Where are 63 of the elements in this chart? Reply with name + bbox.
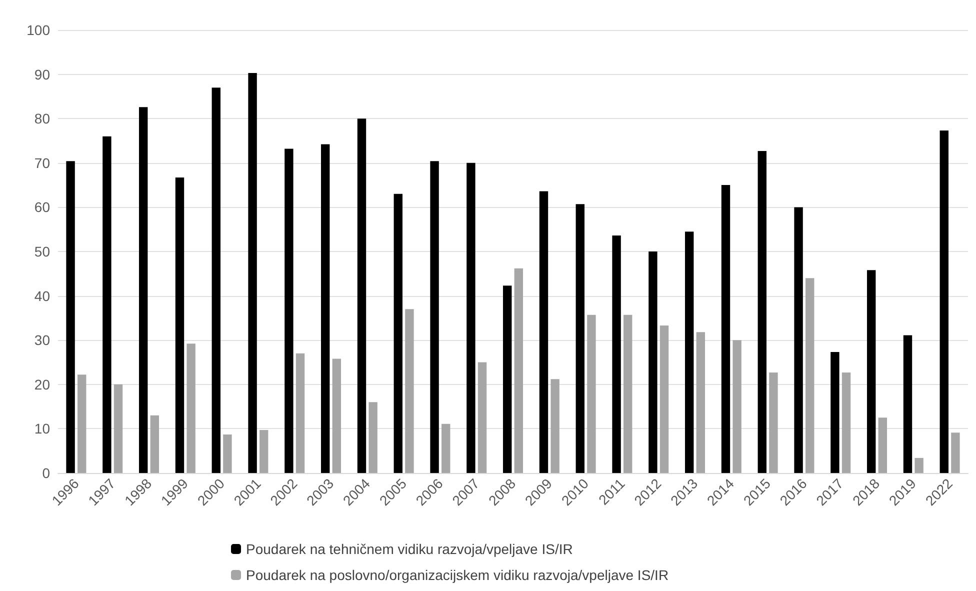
bar: [758, 150, 766, 473]
bar: [102, 136, 112, 473]
bar: [842, 372, 851, 473]
y-tick-label: 50: [34, 244, 50, 260]
bar: [648, 252, 658, 473]
y-tick-label: 0: [42, 465, 50, 481]
bar: [684, 232, 694, 473]
bar: [660, 325, 669, 473]
bar: [260, 430, 268, 473]
bar: [940, 130, 948, 473]
bar: [624, 314, 632, 473]
bar: [150, 415, 160, 473]
bar: [320, 144, 330, 473]
bar: [442, 424, 450, 473]
bar: [332, 358, 342, 473]
bar: [78, 374, 86, 473]
bar: [430, 161, 439, 473]
bar: [794, 207, 803, 473]
bar: [696, 332, 706, 473]
bar: [721, 185, 730, 473]
bar: [284, 148, 294, 473]
bar: [539, 191, 548, 473]
y-tick-label: 80: [34, 110, 50, 127]
bar: [866, 270, 876, 473]
bar: [478, 362, 487, 473]
y-tick-label: 10: [34, 420, 50, 437]
y-tick-label: 20: [34, 376, 50, 392]
bar: [914, 458, 924, 473]
bar: [223, 434, 232, 473]
bar: [368, 402, 378, 473]
bar: [66, 161, 75, 473]
bar: [466, 162, 476, 473]
bar: [903, 335, 912, 473]
legend-label: Poudarek na poslovno/organizacijskem vidiku razvoja/vpeljave IS/IR: [246, 567, 669, 583]
bar: [514, 268, 524, 473]
bar: [212, 88, 220, 473]
y-tick-label: 40: [34, 288, 50, 304]
bar: [357, 118, 366, 473]
bar: [186, 344, 196, 473]
bar: [138, 107, 148, 473]
bar: [878, 418, 888, 473]
y-tick-label: 30: [34, 332, 50, 348]
bar: [806, 278, 814, 473]
bar: [296, 353, 305, 473]
bar: [587, 314, 596, 473]
bar: [576, 204, 584, 473]
bar: [248, 72, 257, 473]
y-tick-label: 60: [34, 199, 50, 216]
y-tick-label: 100: [26, 22, 50, 38]
bar: [769, 372, 778, 473]
bar: [405, 309, 414, 473]
y-tick-label: 70: [34, 154, 50, 171]
bar: [175, 178, 184, 473]
bar: [502, 286, 512, 473]
bar: [830, 352, 840, 473]
bar: [612, 236, 621, 473]
bar: [394, 194, 402, 473]
y-tick-label: 90: [34, 66, 50, 82]
bar: [732, 340, 742, 473]
legend-label: Poudarek na tehničnem vidiku razvoja/vpeljave IS/IR: [246, 541, 573, 557]
bar: [550, 379, 560, 473]
bar: [951, 432, 960, 473]
bar: [114, 384, 123, 473]
